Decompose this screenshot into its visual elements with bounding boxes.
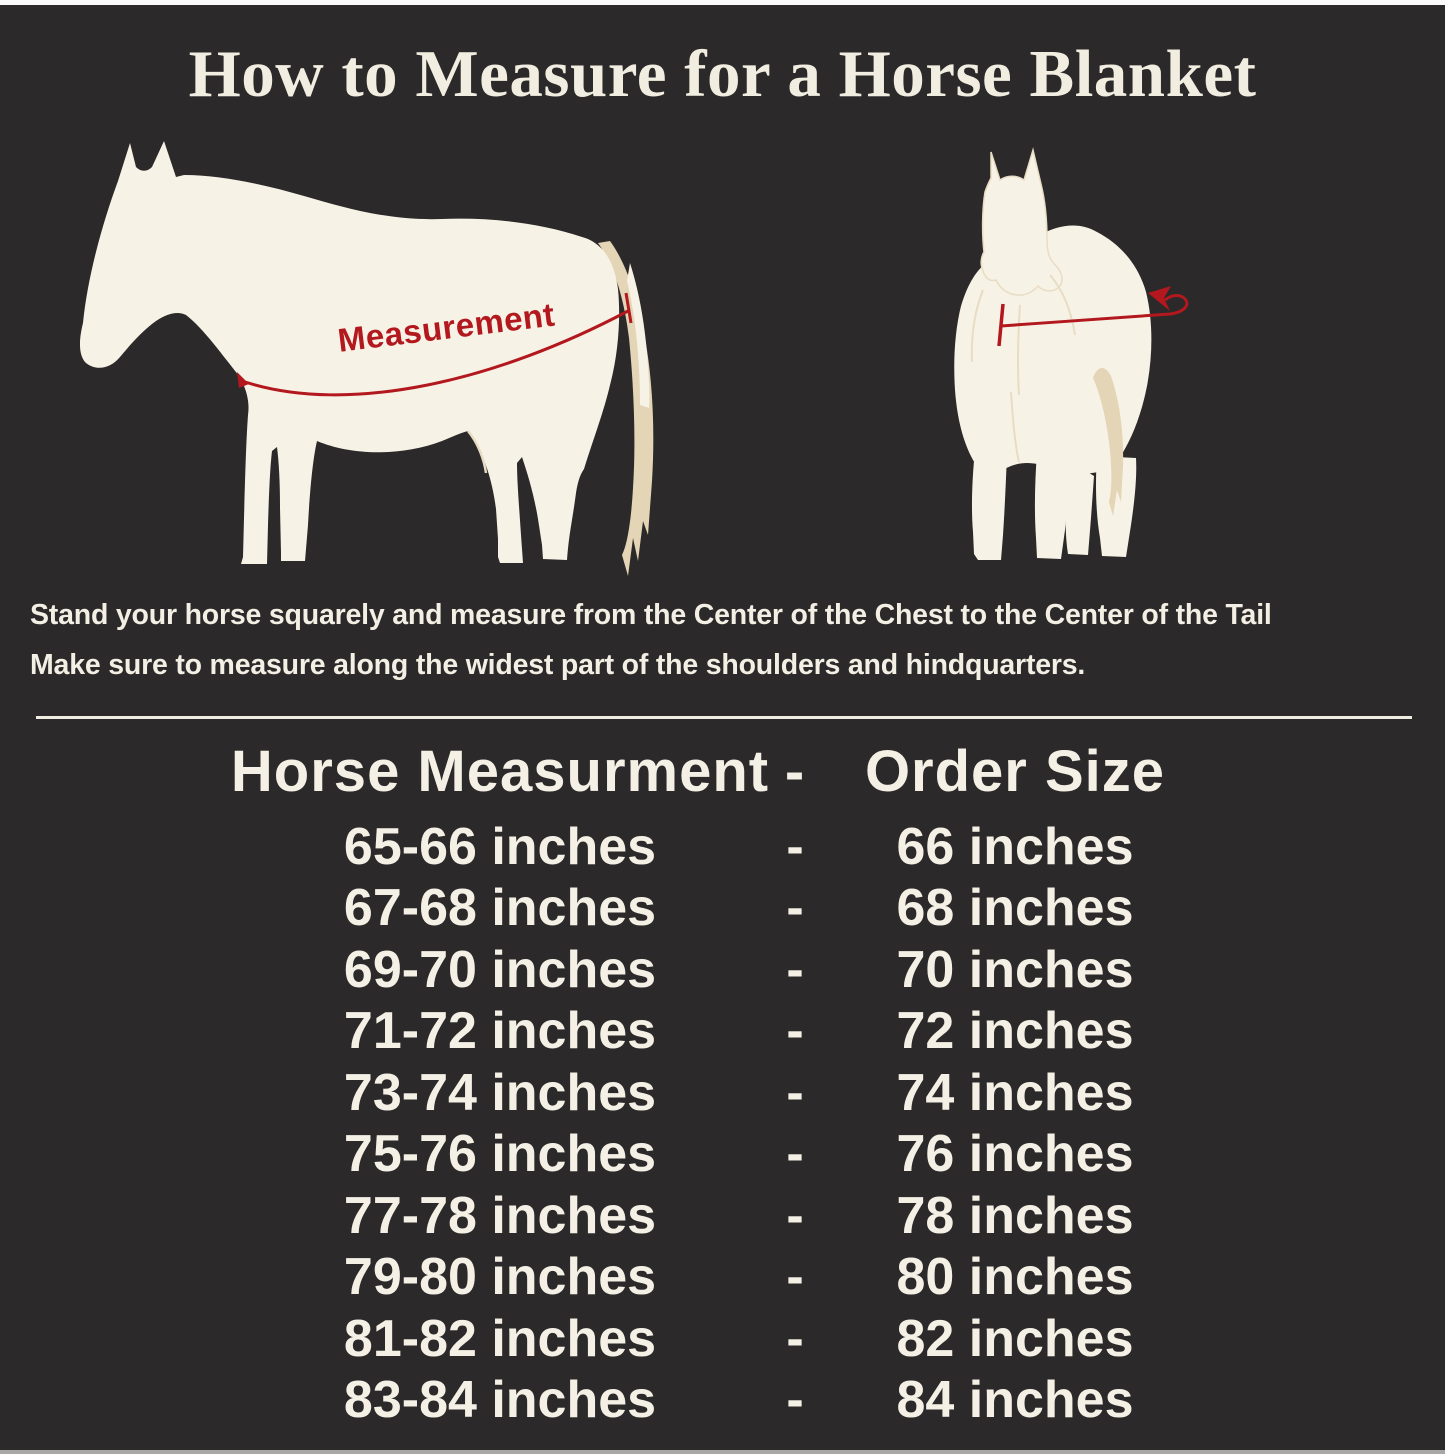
- order-size-cell: 72 inches: [896, 1002, 1134, 1061]
- column-header-order-size: Order Size: [864, 739, 1166, 804]
- size-row: 69-70 inches - 70 inches: [300, 939, 1140, 1001]
- size-row: 65-66 inches - 66 inches: [300, 816, 1140, 878]
- order-size-cell: 84 inches: [896, 1371, 1134, 1430]
- row-separator: -: [786, 940, 804, 999]
- horse-tail-highlight: [627, 263, 650, 408]
- size-row: 81-82 inches - 82 inches: [300, 1308, 1140, 1370]
- row-separator: -: [786, 879, 804, 938]
- horse-front-right-leg: [1034, 452, 1069, 559]
- order-size-cell: 82 inches: [896, 1309, 1134, 1368]
- measurement-cell: 81-82 inches: [343, 1309, 657, 1368]
- horse-shading-line: [467, 430, 488, 474]
- row-separator: -: [786, 1248, 804, 1307]
- side-view-horse-illustration: [79, 141, 654, 576]
- order-size-cell: 80 inches: [896, 1248, 1134, 1307]
- horse-shading-line: [970, 274, 1076, 463]
- size-row: 83-84 inches - 84 inches: [300, 1370, 1140, 1432]
- measurement-cell: 83-84 inches: [343, 1371, 657, 1430]
- size-chart-header: Horse Measurment - Order Size: [231, 738, 1164, 804]
- measurement-cell: 77-78 inches: [343, 1186, 657, 1245]
- order-size-cell: 78 inches: [896, 1186, 1134, 1245]
- size-row: 71-72 inches - 72 inches: [300, 1001, 1140, 1063]
- order-size-cell: 76 inches: [896, 1125, 1134, 1184]
- measurement-arrowhead: [1148, 286, 1171, 311]
- size-row: 67-68 inches - 68 inches: [300, 878, 1140, 940]
- horse-tail-shape: [1093, 367, 1124, 516]
- size-row: 79-80 inches - 80 inches: [300, 1247, 1140, 1309]
- measurement-cell: 71-72 inches: [343, 1002, 657, 1061]
- horse-hind-left-leg: [1065, 460, 1094, 555]
- measurement-cell: 73-74 inches: [343, 1063, 657, 1122]
- divider-line: [36, 716, 1412, 719]
- horse-body-shape: [79, 141, 620, 564]
- horse-head-shape: [980, 147, 1063, 296]
- order-size-cell: 66 inches: [896, 817, 1134, 876]
- measurement-cell: 79-80 inches: [343, 1248, 657, 1307]
- header-separator: -: [784, 739, 806, 804]
- order-size-cell: 74 inches: [896, 1063, 1134, 1122]
- measurement-cell: 65-66 inches: [343, 817, 657, 876]
- column-header-measurement: Horse Measurment: [230, 739, 770, 804]
- measurement-line-end-tick: [624, 292, 633, 324]
- measurement-cell: 67-68 inches: [343, 879, 657, 938]
- horse-hind-right-leg: [1096, 456, 1137, 557]
- horse-front-left-leg: [971, 450, 1007, 560]
- page-title: How to Measure for a Horse Blanket: [188, 37, 1257, 111]
- instructions-line2: Make sure to measure along the widest pa…: [30, 649, 1086, 681]
- instructions-text: Stand your horse squarely and measure fr…: [30, 590, 1445, 690]
- row-separator: -: [786, 1186, 804, 1245]
- measurement-cell: 75-76 inches: [343, 1125, 657, 1184]
- bottom-border: [0, 1450, 1445, 1454]
- top-border: [0, 0, 1445, 5]
- measurement-cell: 69-70 inches: [343, 940, 657, 999]
- row-separator: -: [786, 1002, 804, 1061]
- size-row: 77-78 inches - 78 inches: [300, 1185, 1140, 1247]
- size-chart: Horse Measurment - Order Size 65-66 inch…: [231, 738, 1164, 1431]
- size-chart-rows: 65-66 inches - 66 inches 67-68 inches - …: [300, 816, 1140, 1431]
- instructions-line1: Stand your horse squarely and measure fr…: [30, 599, 1272, 631]
- measurement-line: [241, 309, 629, 397]
- size-row: 75-76 inches - 76 inches: [300, 1124, 1140, 1186]
- front-view-horse-illustration: [954, 147, 1189, 560]
- row-separator: -: [786, 1125, 804, 1184]
- order-size-cell: 70 inches: [896, 940, 1134, 999]
- measurement-arrow-line: [1000, 294, 1189, 328]
- row-separator: -: [786, 1309, 804, 1368]
- size-row: 73-74 inches - 74 inches: [300, 1062, 1140, 1124]
- measurement-line-start-mark: [237, 372, 249, 388]
- row-separator: -: [786, 1371, 804, 1430]
- order-size-cell: 68 inches: [896, 879, 1134, 938]
- row-separator: -: [786, 817, 804, 876]
- row-separator: -: [786, 1063, 804, 1122]
